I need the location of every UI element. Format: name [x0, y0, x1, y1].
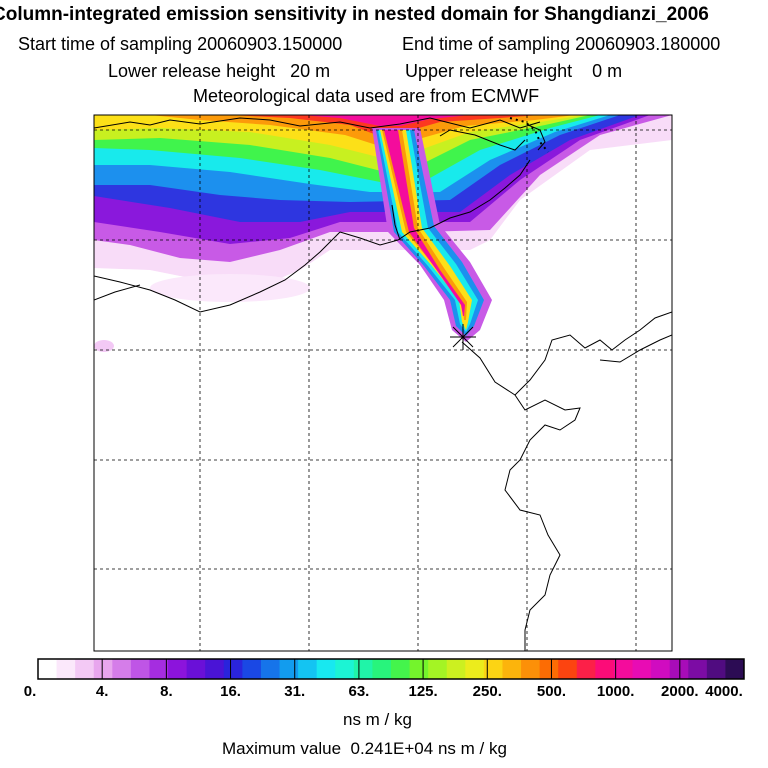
island-small	[527, 124, 546, 151]
colorbar-swatch	[409, 659, 429, 679]
colorbar-swatch	[428, 659, 448, 679]
colorbar-tick-label: 8.	[160, 683, 173, 700]
colorbar-swatch	[595, 659, 615, 679]
patch-west-faint	[150, 274, 310, 302]
colorbar-swatch	[353, 659, 373, 679]
colorbar-swatch	[521, 659, 541, 679]
colorbar-swatch	[205, 659, 225, 679]
field-red	[230, 115, 540, 140]
coast-north	[94, 117, 541, 129]
colorbar-swatch	[242, 659, 262, 679]
upper-height-text: Upper release height 0 m	[405, 61, 623, 81]
colorbar-tick-label: 500.	[536, 683, 567, 700]
coast-west2	[94, 284, 141, 301]
colorbar-swatch	[446, 659, 466, 679]
colorbar-swatch	[688, 659, 708, 679]
coast-east-peninsula	[461, 311, 672, 396]
colorbar-swatch	[298, 659, 318, 679]
coast-peninsula	[439, 129, 526, 151]
colorbar-swatch	[651, 659, 671, 679]
colorbar-swatch	[669, 659, 689, 679]
colorbar-swatch	[706, 659, 726, 679]
colorbar-swatch	[223, 659, 243, 679]
coast-bay	[339, 159, 531, 246]
colorbar	[38, 659, 745, 679]
colorbar-tick-label: 4.	[95, 683, 109, 700]
coastlines	[94, 117, 672, 651]
colorbar-swatch	[168, 659, 188, 679]
map-frame	[93, 114, 673, 652]
colorbar-swatch	[279, 659, 299, 679]
colorbar-swatch	[130, 659, 150, 679]
field-magenta	[300, 115, 470, 126]
colorbar-swatch	[335, 659, 355, 679]
colorbar-tick-label: 1000.	[596, 683, 635, 700]
colorbar-swatch	[38, 659, 58, 679]
colorbar-swatch	[316, 659, 336, 679]
start-time-text: Start time of sampling 20060903.150000	[18, 34, 343, 54]
colorbar-tick-label: 250.	[472, 683, 502, 700]
colorbar-swatch	[260, 659, 281, 679]
colorbar-swatch	[149, 659, 169, 679]
colorbar-swatch	[465, 659, 485, 679]
colorbar-swatch	[502, 659, 522, 679]
colorbar-swatch	[613, 659, 634, 679]
colorbar-swatch	[56, 659, 76, 679]
coast-west	[94, 231, 341, 313]
colorbar-swatch	[391, 659, 411, 679]
colorbar-swatch	[539, 659, 559, 679]
grid	[94, 115, 672, 651]
colorbar-tick-label: 31.	[284, 683, 306, 700]
emission-field	[94, 115, 672, 352]
max-value-text: Maximum value 0.241E+04 ns m / kg	[222, 739, 507, 758]
colorbar-swatch	[93, 659, 113, 679]
colorbar-swatch	[372, 659, 392, 679]
end-time-text: End time of sampling 20060903.180000	[402, 34, 721, 54]
coast-inner	[391, 204, 401, 241]
star-icon	[450, 324, 476, 350]
coast-korea-south	[504, 394, 581, 651]
colorbar-swatch	[75, 659, 95, 679]
colorbar-frame	[37, 658, 745, 680]
colorbar-swatch	[576, 659, 596, 679]
colorbar-tick-label: 125.	[408, 683, 438, 700]
patch-west	[94, 340, 114, 352]
colorbar-swatch	[483, 659, 503, 679]
met-data-text: Meteorological data used are from ECMWF	[193, 86, 540, 106]
colorbar-tick-label: 16.	[220, 683, 241, 700]
figure-title: Column-integrated emission sensitivity i…	[0, 4, 709, 25]
colorbar-swatch	[725, 659, 745, 679]
plume-magenta	[384, 130, 465, 316]
colorbar-swatch	[186, 659, 206, 679]
colorbar-tick-label: 2000.	[661, 683, 699, 700]
field-orange	[150, 115, 575, 150]
colorbar-swatch	[632, 659, 652, 679]
colorbar-tick-label: 4000.	[705, 683, 743, 700]
colorbar-tick-label: 63.	[348, 683, 370, 700]
colorbar-tick-label: 0.	[23, 683, 37, 700]
lower-height-text: Lower release height 20 m	[108, 61, 331, 81]
colorbar-unit: ns m / kg	[343, 710, 412, 729]
colorbar-swatch	[112, 659, 132, 679]
colorbar-swatch	[558, 659, 578, 679]
